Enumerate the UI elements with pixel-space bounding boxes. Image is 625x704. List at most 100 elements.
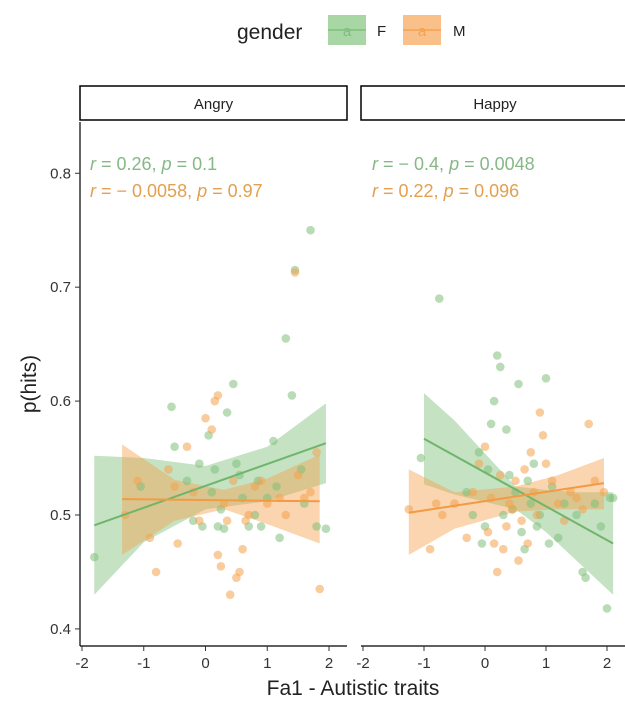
data-point-angry-m (241, 516, 250, 525)
annotation-angry-m-r: r (90, 181, 97, 201)
data-point-happy-f (514, 379, 523, 389)
panel-happy (404, 294, 618, 613)
fit-line-happy-f (423, 437, 614, 545)
annotation-happy-m-p-value: = 0.096 (454, 181, 520, 201)
data-point-happy-f (596, 522, 606, 531)
data-point-angry-m (222, 516, 232, 525)
data-point-happy-f (526, 499, 536, 508)
data-point-angry-f (170, 442, 179, 452)
data-point-angry-m (213, 391, 223, 400)
x-tick-label: 1 (542, 655, 550, 672)
data-point-happy-f (590, 499, 600, 508)
data-point-happy-m (584, 419, 593, 429)
data-point-angry-m (195, 516, 204, 525)
strip-angry (79, 85, 348, 121)
data-point-happy-m (541, 459, 551, 469)
data-point-angry-m (306, 487, 315, 497)
annotation-angry-f-r: r (90, 154, 97, 174)
data-point-happy-f (474, 448, 484, 457)
annotation-angry-m: r = − 0.0058, p = 0.97 (90, 181, 263, 201)
data-point-angry-m (312, 448, 321, 457)
data-point-angry-f (210, 465, 220, 474)
annotation-happy-m: r = 0.22, p = 0.096 (372, 181, 519, 201)
data-point-angry-f (321, 524, 331, 533)
data-point-happy-f (529, 459, 539, 469)
legend-key-f-glyph: a (343, 23, 352, 40)
data-point-happy-f (541, 374, 551, 383)
data-point-angry-m (281, 510, 291, 520)
data-point-happy-m (511, 476, 520, 486)
data-point-happy-m (468, 487, 478, 497)
data-point-happy-m (508, 505, 517, 514)
data-point-happy-m (520, 465, 529, 474)
data-point-happy-m (553, 499, 563, 508)
data-point-angry-m (164, 465, 173, 474)
y-tick-label: 0.5 (50, 507, 71, 524)
data-point-happy-m (483, 527, 493, 537)
annotation-angry-m-p-value: = 0.97 (207, 181, 263, 201)
data-point-happy-f (505, 470, 514, 480)
data-point-happy-m (538, 431, 548, 440)
annotation-angry-f-p: p (161, 154, 172, 174)
data-point-angry-f (256, 522, 266, 531)
data-point-angry-m (145, 533, 155, 543)
data-point-angry-f (275, 533, 284, 543)
fit-line-happy-m (408, 482, 605, 514)
annotation-angry-f-p-value: = 0.1 (172, 154, 218, 174)
data-point-angry-m (151, 567, 161, 577)
data-point-happy-m (572, 493, 581, 503)
data-point-angry-f (222, 408, 232, 417)
x-tick-label: -1 (137, 655, 150, 672)
x-tick-label: -2 (356, 655, 369, 672)
data-point-happy-m (496, 470, 505, 480)
data-point-happy-m (578, 505, 587, 514)
data-point-happy-m (532, 510, 542, 520)
data-point-angry-f (287, 391, 297, 400)
data-point-angry-m (182, 442, 192, 452)
data-point-angry-m (293, 470, 303, 480)
data-point-happy-m (599, 487, 609, 497)
data-point-angry-m (250, 482, 260, 491)
strip-happy (360, 85, 625, 121)
legend: gender a F a M (237, 15, 466, 45)
annotation-happy-f: r = − 0.4, p = 0.0048 (372, 154, 535, 174)
data-point-angry-m (219, 499, 229, 508)
data-point-happy-m (438, 510, 447, 520)
annotation-happy-f-r-value: = − 0.4, (378, 154, 449, 174)
data-point-angry-f (182, 476, 192, 486)
data-point-happy-m (502, 522, 511, 531)
data-point-angry-f (167, 402, 176, 412)
annotation-happy-f-p-value: = 0.0048 (459, 154, 535, 174)
data-point-angry-f (207, 487, 216, 497)
data-point-happy-f (435, 294, 444, 303)
data-point-happy-m (480, 442, 490, 452)
data-point-happy-m (462, 533, 472, 543)
data-point-happy-f (477, 539, 487, 548)
data-point-happy-f (492, 351, 502, 360)
data-point-happy-m (523, 539, 532, 548)
data-point-happy-f (489, 396, 499, 406)
annotation-angry-f: r = 0.26, p = 0.1 (90, 154, 217, 174)
data-point-happy-f (483, 465, 493, 474)
data-point-angry-f (232, 459, 241, 469)
data-point-angry-m (300, 493, 309, 503)
data-point-happy-f (532, 522, 542, 531)
data-point-angry-m (170, 482, 179, 491)
data-point-happy-f (572, 510, 581, 520)
data-point-happy-f (523, 476, 532, 486)
data-point-angry-m (133, 476, 142, 486)
data-point-happy-m (425, 544, 435, 554)
data-point-angry-f (195, 459, 204, 469)
data-point-angry-f (188, 516, 198, 525)
data-point-happy-f (608, 493, 618, 503)
data-point-angry-m (256, 476, 266, 486)
y-tick-label: 0.8 (50, 165, 71, 182)
confidence-band-angry-f (94, 403, 326, 595)
data-point-angry-m (173, 539, 182, 548)
annotation-angry-f-r-value: = 0.26, (96, 154, 162, 174)
data-point-angry-f (306, 225, 315, 235)
data-point-angry-m (216, 562, 226, 571)
data-point-happy-m (526, 448, 536, 457)
data-point-angry-m (238, 544, 247, 554)
data-point-angry-m (213, 550, 223, 560)
